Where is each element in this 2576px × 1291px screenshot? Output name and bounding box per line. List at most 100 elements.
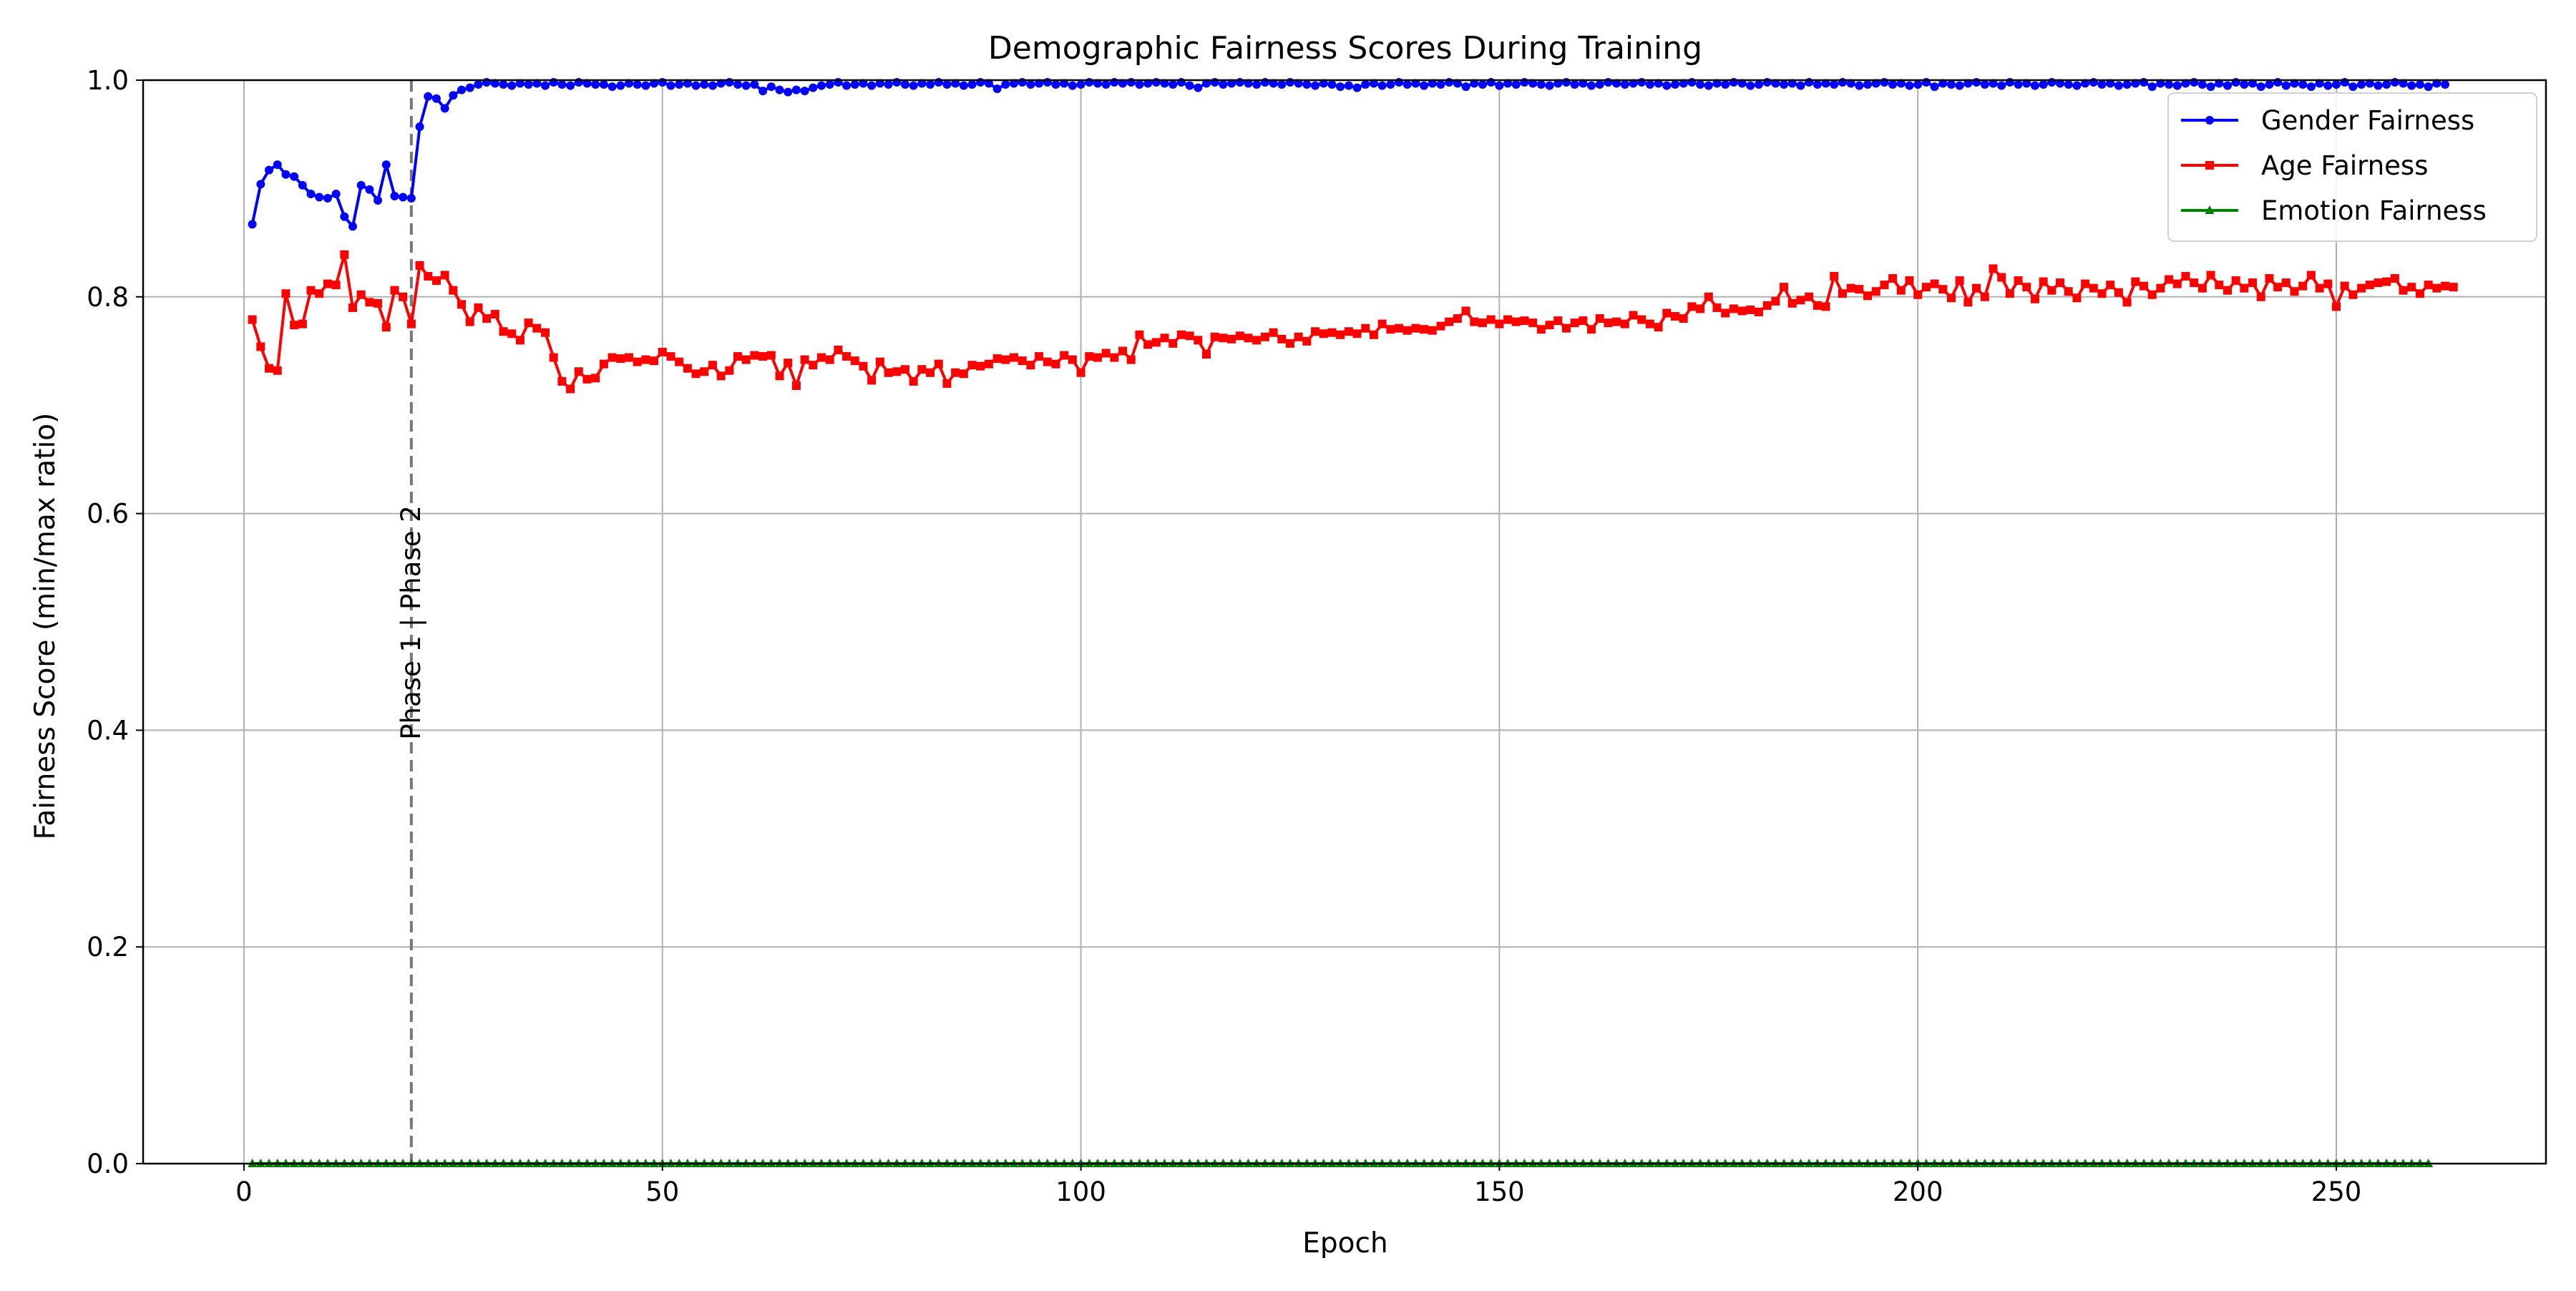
gender-fairness-point: [1654, 79, 1663, 88]
age-fairness-point: [1587, 325, 1596, 334]
phase-annotation-text: Phase 1 | Phase 2: [396, 505, 426, 740]
gender-fairness-point: [2306, 82, 2316, 92]
age-fairness-point: [2139, 281, 2148, 291]
age-fairness-point: [1194, 336, 1203, 345]
legend-item-emotion-fairness: Emotion Fairness: [2181, 195, 2487, 226]
gender-fairness-point: [1461, 82, 1470, 92]
age-fairness-point: [2390, 274, 2399, 283]
gender-fairness-point: [884, 80, 893, 89]
age-fairness-point: [524, 318, 533, 328]
gender-fairness-point: [624, 79, 633, 88]
age-fairness-point: [2399, 286, 2408, 295]
age-fairness-point: [1001, 355, 1010, 364]
gender-fairness-point: [2365, 79, 2374, 88]
age-fairness-point: [1101, 349, 1111, 358]
gender-fairness-point: [2064, 80, 2073, 89]
gender-fairness-point: [2290, 79, 2299, 88]
gender-fairness-point: [1135, 80, 1144, 89]
age-fairness-point: [1068, 355, 1077, 364]
gender-fairness-point: [582, 79, 592, 88]
age-fairness-point: [800, 355, 809, 364]
age-fairness-point: [1327, 328, 1337, 337]
gender-fairness-point: [2424, 82, 2433, 92]
age-fairness-point: [2332, 302, 2341, 311]
age-fairness-point: [1637, 315, 1646, 324]
age-fairness-point: [2373, 278, 2383, 288]
gender-fairness-point: [1035, 79, 1044, 88]
gender-fairness-point: [2197, 80, 2207, 89]
gender-fairness-point: [2072, 81, 2082, 90]
age-fairness-point: [2106, 281, 2115, 290]
age-fairness-point: [658, 348, 667, 357]
gender-fairness-point: [1219, 80, 1228, 89]
age-fairness-point: [1035, 352, 1044, 361]
gender-fairness-point: [1620, 80, 1629, 89]
gender-fairness-point: [1411, 79, 1420, 88]
age-fairness-point: [2231, 276, 2240, 286]
gender-fairness-point: [800, 87, 809, 96]
gender-fairness-point: [1913, 80, 1923, 89]
gender-fairness-point: [1495, 81, 1504, 90]
age-fairness-point: [2047, 286, 2057, 295]
age-fairness-point: [457, 300, 467, 309]
age-fairness-point: [633, 357, 642, 366]
age-fairness-point: [248, 315, 257, 324]
age-fairness-point: [406, 319, 416, 328]
age-fairness-point: [926, 368, 935, 377]
age-fairness-point: [1963, 298, 1973, 307]
age-fairness-point: [666, 352, 675, 361]
age-fairness-point: [1402, 326, 1412, 335]
gender-fairness-point: [591, 80, 600, 89]
legend-label: Age Fairness: [2261, 150, 2429, 181]
gender-fairness-point: [708, 81, 717, 90]
gender-fairness-point: [2215, 79, 2224, 88]
age-fairness-point: [867, 376, 877, 385]
age-fairness-point: [1151, 338, 1161, 347]
age-fairness-point: [2340, 281, 2349, 291]
age-fairness-point: [490, 310, 499, 319]
age-fairness-point: [1470, 317, 1479, 326]
gender-fairness-point: [683, 79, 692, 88]
age-fairness-point: [1972, 283, 1981, 293]
age-fairness-point: [1712, 303, 1722, 312]
y-axis-label: Fairness Score (min/max ratio): [29, 413, 62, 840]
age-fairness-point: [641, 355, 650, 364]
gender-fairness-point: [1319, 79, 1328, 88]
gender-fairness-point: [2332, 80, 2341, 89]
age-fairness-point: [1511, 317, 1521, 326]
age-fairness-point: [1520, 316, 1529, 326]
age-fairness-point: [859, 361, 868, 371]
y-tick-label: 0.6: [87, 499, 129, 530]
x-tick-label: 100: [1055, 1176, 1106, 1207]
age-fairness-point: [1503, 315, 1513, 324]
gender-fairness-point: [1327, 80, 1337, 89]
gender-fairness-point: [1955, 81, 1964, 90]
age-fairness-point: [1561, 323, 1571, 333]
gender-fairness-point: [942, 80, 952, 89]
age-fairness-point: [1269, 328, 1278, 337]
age-fairness-point: [750, 351, 759, 360]
age-fairness-point: [1411, 323, 1420, 333]
gender-fairness-point: [2106, 79, 2115, 88]
age-fairness-point: [1478, 318, 1487, 328]
gender-fairness-point: [842, 81, 852, 90]
gender-fairness-point: [566, 81, 575, 90]
age-fairness-point: [1528, 318, 1538, 328]
age-fairness-point: [1536, 325, 1546, 334]
gender-fairness-point: [1863, 80, 1873, 89]
age-fairness-point: [708, 361, 717, 370]
gender-fairness-point: [306, 189, 316, 198]
gender-fairness-point: [599, 80, 608, 89]
gender-fairness-point: [675, 80, 684, 89]
gender-fairness-point: [374, 196, 383, 205]
gender-fairness-point: [381, 160, 391, 170]
gender-fairness-point: [1946, 80, 1956, 89]
age-fairness-point: [474, 303, 483, 312]
age-fairness-point: [1620, 319, 1629, 328]
y-tick-label: 1.0: [87, 65, 129, 96]
gender-fairness-point: [1369, 79, 1378, 88]
gender-fairness-point: [499, 80, 508, 89]
gender-fairness-point: [2122, 80, 2132, 89]
